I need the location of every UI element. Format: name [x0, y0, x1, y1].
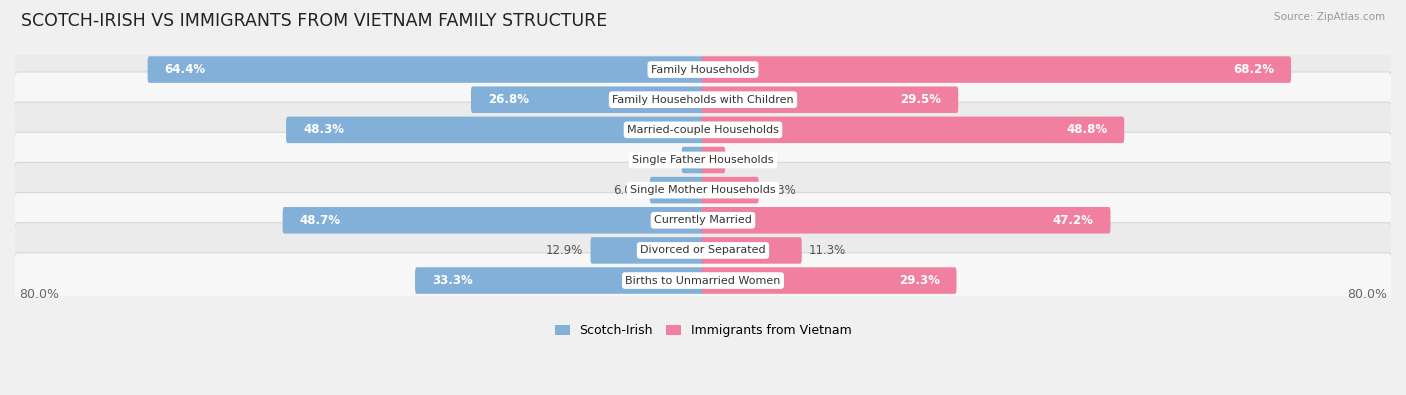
Text: Source: ZipAtlas.com: Source: ZipAtlas.com	[1274, 12, 1385, 22]
FancyBboxPatch shape	[415, 267, 704, 294]
FancyBboxPatch shape	[702, 267, 956, 294]
FancyBboxPatch shape	[702, 87, 959, 113]
FancyBboxPatch shape	[591, 237, 704, 264]
FancyBboxPatch shape	[702, 207, 1111, 233]
FancyBboxPatch shape	[13, 102, 1393, 158]
FancyBboxPatch shape	[702, 177, 759, 203]
Text: SCOTCH-IRISH VS IMMIGRANTS FROM VIETNAM FAMILY STRUCTURE: SCOTCH-IRISH VS IMMIGRANTS FROM VIETNAM …	[21, 12, 607, 30]
FancyBboxPatch shape	[13, 42, 1393, 97]
Text: Divorced or Separated: Divorced or Separated	[640, 245, 766, 256]
FancyBboxPatch shape	[702, 237, 801, 264]
FancyBboxPatch shape	[148, 56, 704, 83]
Text: 48.3%: 48.3%	[304, 123, 344, 136]
Text: 33.3%: 33.3%	[432, 274, 472, 287]
Text: 6.0%: 6.0%	[613, 184, 643, 197]
FancyBboxPatch shape	[650, 177, 704, 203]
Text: 48.8%: 48.8%	[1066, 123, 1107, 136]
Text: 47.2%: 47.2%	[1053, 214, 1094, 227]
Legend: Scotch-Irish, Immigrants from Vietnam: Scotch-Irish, Immigrants from Vietnam	[550, 320, 856, 342]
FancyBboxPatch shape	[283, 207, 704, 233]
Text: 6.3%: 6.3%	[766, 184, 796, 197]
Text: Births to Unmarried Women: Births to Unmarried Women	[626, 276, 780, 286]
Text: Married-couple Households: Married-couple Households	[627, 125, 779, 135]
FancyBboxPatch shape	[13, 253, 1393, 308]
Text: Single Father Households: Single Father Households	[633, 155, 773, 165]
FancyBboxPatch shape	[285, 117, 704, 143]
Text: 2.3%: 2.3%	[645, 154, 675, 167]
Text: 68.2%: 68.2%	[1233, 63, 1274, 76]
FancyBboxPatch shape	[13, 162, 1393, 218]
Text: 80.0%: 80.0%	[1347, 288, 1386, 301]
Text: 29.5%: 29.5%	[900, 93, 941, 106]
Text: Currently Married: Currently Married	[654, 215, 752, 225]
Text: 11.3%: 11.3%	[808, 244, 846, 257]
FancyBboxPatch shape	[702, 56, 1291, 83]
Text: 29.3%: 29.3%	[898, 274, 939, 287]
Text: 80.0%: 80.0%	[20, 288, 59, 301]
Text: 48.7%: 48.7%	[299, 214, 340, 227]
Text: Family Households with Children: Family Households with Children	[612, 95, 794, 105]
Text: 2.4%: 2.4%	[733, 154, 762, 167]
Text: 64.4%: 64.4%	[165, 63, 205, 76]
Text: 12.9%: 12.9%	[546, 244, 583, 257]
FancyBboxPatch shape	[702, 147, 725, 173]
FancyBboxPatch shape	[682, 147, 704, 173]
FancyBboxPatch shape	[702, 117, 1125, 143]
Text: Single Mother Households: Single Mother Households	[630, 185, 776, 195]
FancyBboxPatch shape	[13, 72, 1393, 128]
Text: Family Households: Family Households	[651, 64, 755, 75]
FancyBboxPatch shape	[13, 192, 1393, 248]
FancyBboxPatch shape	[13, 132, 1393, 188]
FancyBboxPatch shape	[471, 87, 704, 113]
Text: 26.8%: 26.8%	[488, 93, 529, 106]
FancyBboxPatch shape	[13, 223, 1393, 278]
